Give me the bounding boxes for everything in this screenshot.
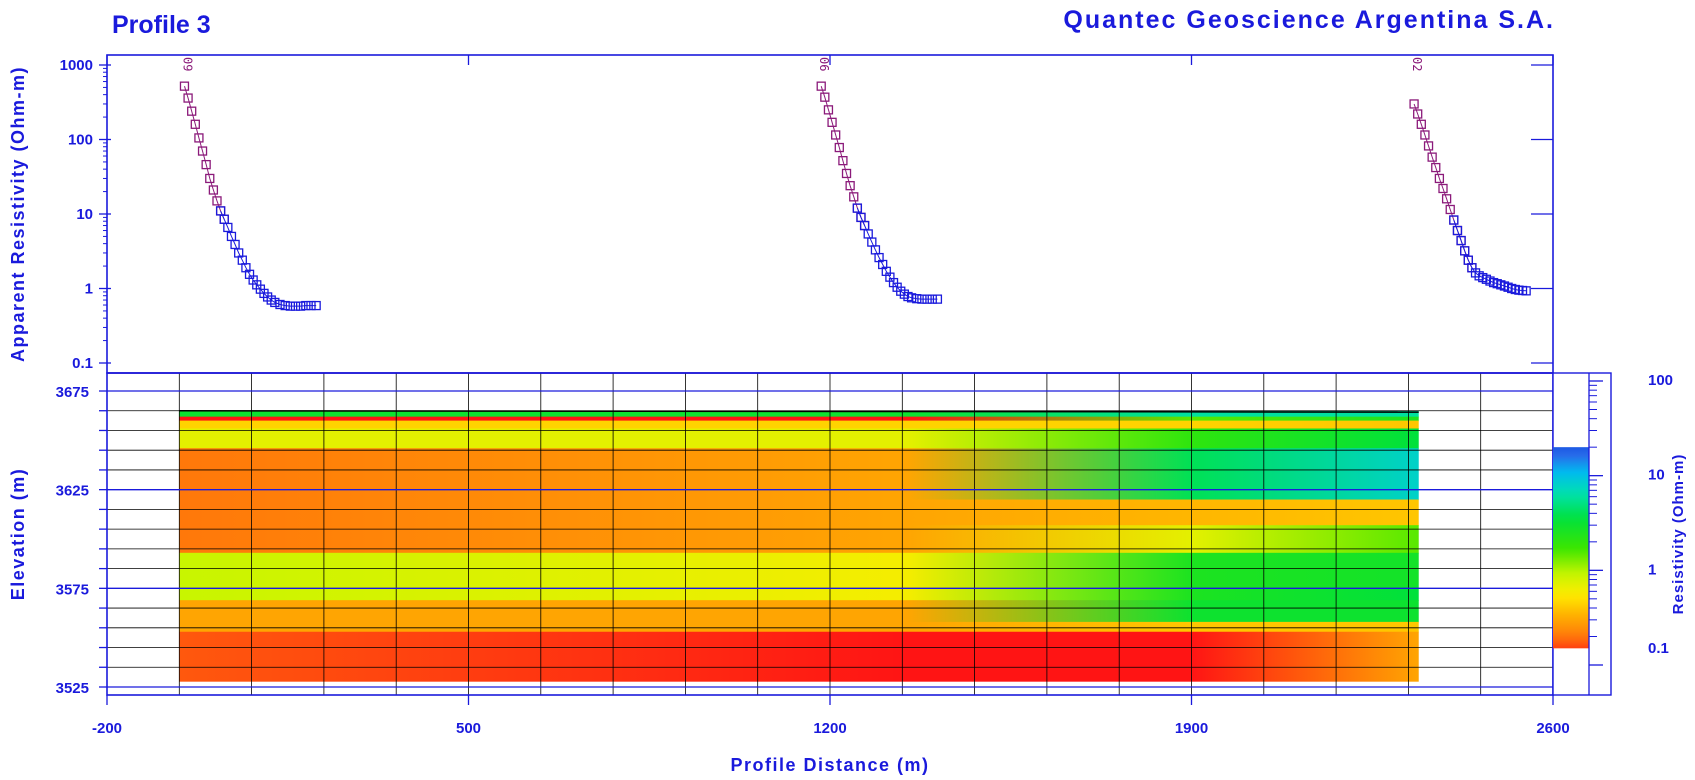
- upper-data-point: [1431, 162, 1441, 173]
- upper-data-point: [212, 196, 222, 206]
- section-y-axis-label: Elevation (m): [8, 468, 28, 601]
- upper-data-point: [834, 142, 844, 153]
- lower-data-point: [1456, 235, 1466, 246]
- upper-data-point: [1434, 173, 1445, 184]
- lower-data-point: [1452, 225, 1463, 236]
- upper-data-point: [197, 146, 208, 156]
- lower-data-point: [1460, 246, 1470, 256]
- lower-data-point: [223, 222, 233, 233]
- resistivity-layer: [179, 621, 1419, 633]
- upper-data-point: [1427, 152, 1437, 162]
- resistivity-layer: [179, 600, 1419, 623]
- colorbar-tick-label: 0.1: [1648, 640, 1669, 657]
- upper-data-point: [1423, 141, 1434, 151]
- upper-data-point: [827, 117, 837, 127]
- resistivity-layer: [179, 416, 1419, 422]
- upper-data-point: [1413, 109, 1423, 119]
- upper-data-point: [841, 168, 852, 179]
- top-y-axis-label: Apparent Resistivity (Ohm-m): [8, 66, 28, 362]
- resistivity-layer: [179, 428, 1419, 449]
- resistivity-layer: [179, 420, 1419, 430]
- upper-branch-line: [184, 86, 225, 220]
- upper-data-point: [208, 185, 219, 195]
- resistivity-layer: [179, 631, 1419, 682]
- resistivity-tick-label: 1000: [60, 57, 93, 74]
- company-title: Quantec Geoscience Argentina S.A.: [1063, 6, 1555, 34]
- upper-data-point: [183, 93, 193, 103]
- resistivity-layer: [179, 509, 1419, 526]
- lower-data-point: [1449, 215, 1459, 225]
- upper-data-point: [1438, 183, 1448, 194]
- upper-data-point: [849, 192, 859, 202]
- colorbar-panel: 100 10 1 0.1 Resistivity (Ohm-m): [1552, 372, 1687, 696]
- distance-tick-label: -200: [92, 720, 122, 737]
- upper-data-point: [831, 130, 841, 140]
- upper-data-point: [838, 156, 848, 166]
- profile-title: Profile 3: [112, 11, 211, 39]
- resistivity-tick-label: 0.1: [72, 355, 93, 372]
- upper-data-point: [187, 106, 197, 116]
- x-axis-label: Profile Distance (m): [730, 755, 929, 775]
- lower-data-point: [906, 293, 917, 303]
- upper-data-point: [1445, 204, 1455, 215]
- lower-data-point: [912, 294, 922, 304]
- upper-data-point: [201, 159, 211, 170]
- resistivity-tick-label: 1: [85, 281, 93, 298]
- lower-data-point: [1521, 286, 1531, 296]
- resistivity-layer: [179, 552, 1419, 589]
- colorbar-label: Resistivity (Ohm-m): [1670, 454, 1687, 615]
- resistivity-tick-label: 100: [68, 132, 93, 149]
- upper-data-point: [194, 133, 204, 143]
- station-label: 06: [817, 57, 831, 71]
- lower-data-point: [932, 294, 943, 304]
- resistivity-layer: [179, 499, 1419, 510]
- distance-tick-label: 1200: [813, 720, 846, 737]
- upper-data-point: [205, 173, 215, 184]
- resistivity-tick-label: 10: [76, 206, 93, 223]
- elevation-tick-label: 3675: [56, 384, 89, 401]
- resistivity-layer: [179, 588, 1419, 601]
- colorbar-gradient-bar: [1553, 447, 1589, 649]
- lower-data-point: [927, 294, 937, 304]
- elevation-tick-label: 3625: [56, 483, 89, 500]
- lower-data-point: [311, 300, 321, 311]
- resistivity-layer: [179, 448, 1419, 501]
- upper-data-point: [816, 81, 826, 91]
- top-panel-frame: [106, 54, 1554, 374]
- resistivity-layer: [179, 410, 1419, 418]
- colorbar-tick-label: 10: [1648, 467, 1665, 484]
- lower-data-point: [306, 300, 316, 311]
- apparent-resistivity-panel: 1000 100 10 1 0.1 Apparent Resistivity (Ohm-m…: [8, 54, 1554, 374]
- distance-tick-label: 2600: [1536, 720, 1569, 737]
- resistivity-section-panel: 3675 3625 3575 3525 -200 500 1200 1900 2600 Profi…: [8, 372, 1570, 775]
- lower-data-point: [280, 300, 290, 311]
- distance-tick-label: 500: [456, 720, 481, 737]
- colorbar-tick-label: 100: [1648, 372, 1673, 389]
- lower-data-point: [301, 300, 311, 311]
- lower-data-point: [296, 301, 306, 311]
- lower-data-point: [285, 301, 295, 311]
- station-label: 02: [1410, 57, 1424, 71]
- upper-data-point: [820, 92, 830, 102]
- station-label: 09: [180, 57, 194, 71]
- upper-data-point: [845, 181, 855, 191]
- upper-data-point: [823, 105, 834, 115]
- upper-data-point: [179, 81, 190, 91]
- upper-data-point: [190, 119, 200, 129]
- distance-tick-label: 1900: [1175, 720, 1208, 737]
- lower-data-point: [275, 299, 285, 310]
- upper-data-point: [1420, 130, 1430, 140]
- elevation-tick-label: 3575: [56, 581, 89, 598]
- upper-data-point: [1416, 119, 1426, 129]
- lower-data-point: [290, 301, 301, 311]
- upper-data-point: [1409, 99, 1419, 109]
- lower-data-point: [917, 294, 927, 304]
- lower-data-point: [922, 294, 932, 304]
- upper-data-point: [1441, 194, 1452, 204]
- elevation-tick-label: 3525: [56, 680, 89, 697]
- lower-data-point: [270, 297, 280, 308]
- lower-data-point: [852, 203, 863, 213]
- colorbar-tick-label: 1: [1648, 561, 1656, 578]
